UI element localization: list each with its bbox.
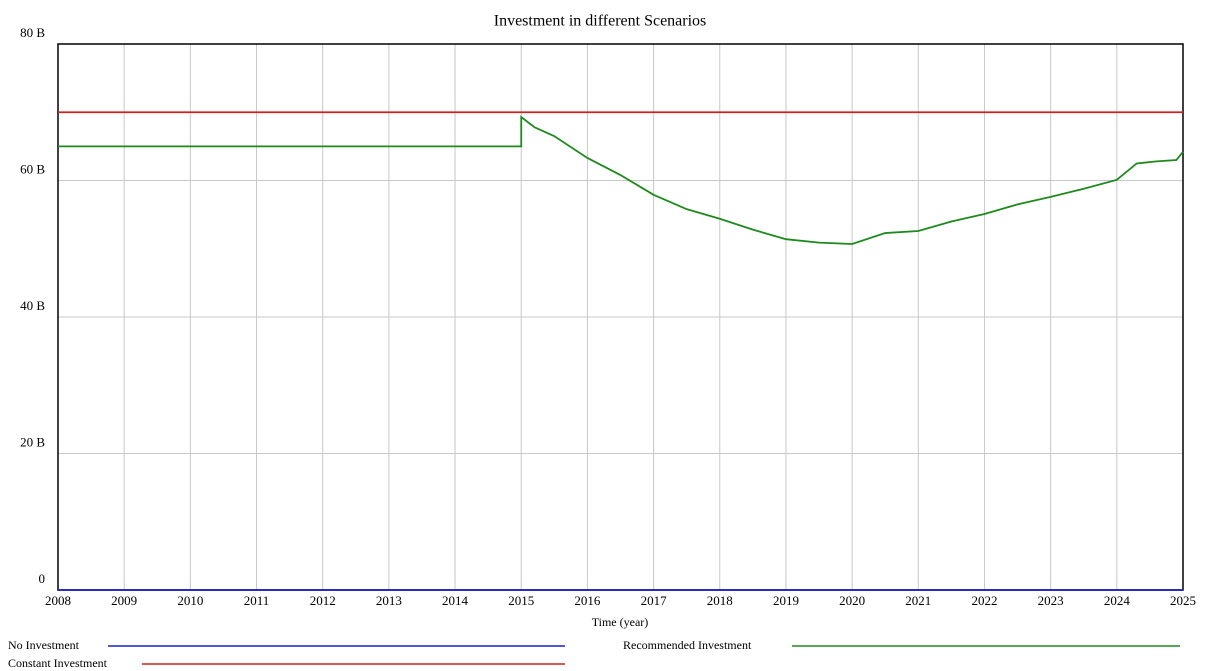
- y-tick-label: 60 B: [20, 161, 45, 176]
- x-axis-label: Time (year): [592, 615, 649, 629]
- x-tick-label: 2010: [177, 593, 203, 608]
- legend-label: Recommended Investment: [623, 638, 752, 652]
- chart-title: Investment in different Scenarios: [494, 13, 707, 30]
- x-tick-label: 2019: [773, 593, 799, 608]
- y-tick-label: 40 B: [20, 298, 45, 313]
- x-tick-label: 2016: [574, 593, 601, 608]
- x-tick-label: 2022: [971, 593, 997, 608]
- y-tick-label: 20 B: [20, 434, 45, 449]
- legend-label: No Investment: [8, 638, 80, 652]
- x-tick-label: 2012: [310, 593, 336, 608]
- x-tick-label: 2020: [839, 593, 865, 608]
- x-tick-label: 2025: [1170, 593, 1196, 608]
- y-tick-label: 0: [39, 571, 46, 586]
- x-tick-label: 2011: [244, 593, 270, 608]
- x-tick-label: 2015: [508, 593, 534, 608]
- x-tick-label: 2014: [442, 593, 469, 608]
- x-tick-label: 2018: [707, 593, 733, 608]
- x-tick-label: 2009: [111, 593, 137, 608]
- x-tick-label: 2024: [1104, 593, 1131, 608]
- legend-label: Constant Investment: [8, 656, 108, 670]
- series-line: [58, 115, 1184, 245]
- x-tick-label: 2017: [641, 593, 668, 608]
- x-tick-label: 2013: [376, 593, 402, 608]
- y-tick-label: 80 B: [20, 25, 45, 40]
- x-tick-label: 2021: [905, 593, 931, 608]
- x-tick-label: 2008: [45, 593, 71, 608]
- x-tick-label: 2023: [1038, 593, 1064, 608]
